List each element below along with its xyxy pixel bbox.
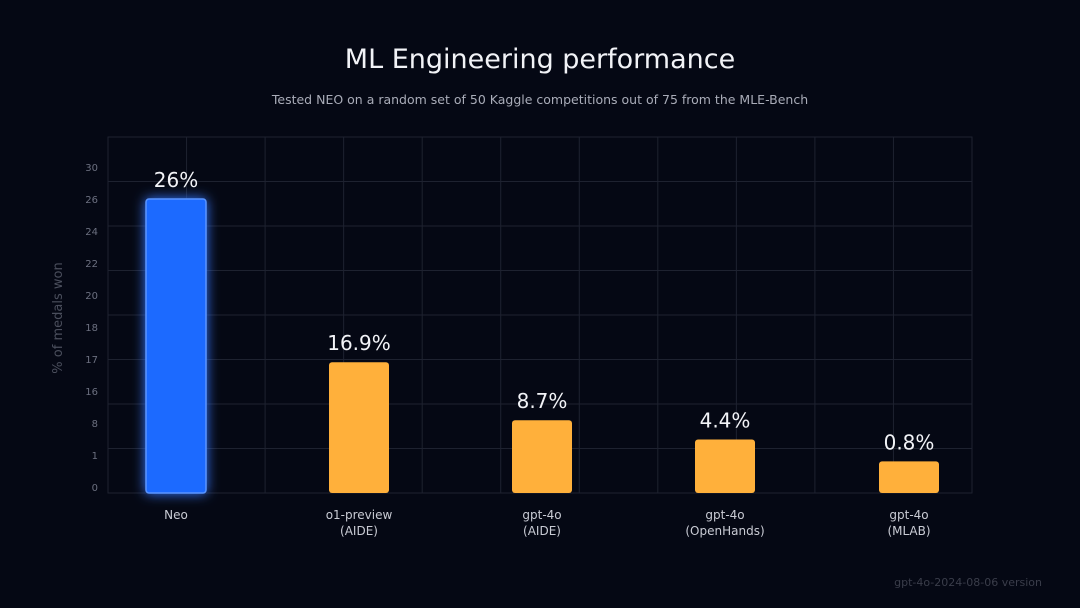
y-tick-label: 16	[85, 387, 98, 398]
x-tick-label: (AIDE)	[340, 524, 378, 538]
y-tick-label: 17	[85, 355, 98, 366]
y-tick-label: 18	[85, 323, 98, 334]
version-footnote: gpt-4o-2024-08-06 version	[894, 576, 1042, 589]
x-tick-label: gpt-4o	[705, 508, 744, 522]
y-tick-label: 26	[85, 195, 98, 206]
y-tick-label: 20	[85, 291, 98, 302]
y-tick-label: 0	[92, 483, 98, 494]
y-axis-label: % of medals won	[51, 262, 66, 373]
x-tick-label: o1-preview	[326, 508, 393, 522]
y-tick-label: 30	[85, 163, 98, 174]
bar	[512, 420, 572, 493]
chart-subtitle: Tested NEO on a random set of 50 Kaggle …	[271, 92, 809, 107]
y-tick-label: 22	[85, 259, 98, 270]
bars: 26% 16.9% 8.7% 4.4% 0.8%	[145, 168, 939, 494]
x-tick-label: (MLAB)	[887, 524, 930, 538]
data-label: 8.7%	[517, 389, 568, 413]
y-tick-label: 1	[92, 451, 98, 462]
data-label: 26%	[154, 168, 198, 192]
x-tick-label: Neo	[164, 508, 188, 522]
x-tick-label: gpt-4o	[522, 508, 561, 522]
data-label: 4.4%	[700, 408, 751, 432]
y-tick-label: 24	[85, 227, 98, 238]
bar	[879, 461, 939, 493]
x-tick-label: (AIDE)	[523, 524, 561, 538]
data-label: 16.9%	[327, 331, 391, 355]
x-tick-label: (OpenHands)	[685, 524, 764, 538]
bar	[329, 362, 389, 493]
bar	[695, 439, 755, 493]
x-axis: Neo o1-preview (AIDE) gpt-4o (AIDE) gpt-4o (Op…	[164, 508, 930, 538]
chart-title: ML Engineering performance	[344, 44, 736, 75]
x-tick-label: gpt-4o	[889, 508, 928, 522]
bar	[145, 198, 207, 494]
data-label: 0.8%	[884, 430, 935, 454]
y-tick-label: 8	[92, 419, 98, 430]
